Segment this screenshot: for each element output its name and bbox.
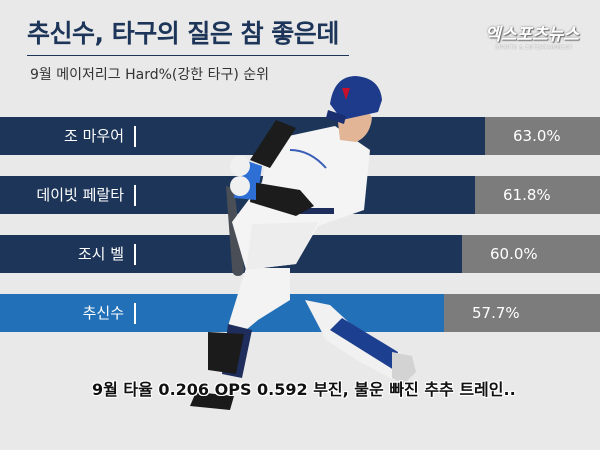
label-separator (134, 244, 136, 265)
bar-row: 추신수 57.7% (0, 294, 600, 332)
headline: 추신수, 타구의 질은 참 좋은데 (27, 19, 339, 48)
bar-row: 조 마우어 63.0% (0, 117, 600, 155)
bar-remainder (475, 176, 600, 214)
category-label: 조 마우어 (64, 127, 124, 145)
chart-title: 9월 메이저리그 Hard%(강한 타구) 순위 (30, 67, 269, 83)
label-separator (134, 185, 136, 206)
label-separator (134, 303, 136, 324)
brand-logo-tagline: SPORTS & ENTERTAINMENT (495, 45, 573, 51)
bar-remainder (444, 294, 600, 332)
label-separator (134, 126, 136, 147)
caption: 9월 타율 0.206 OPS 0.592 부진, 불운 빠진 추추 트레인.. (92, 380, 516, 399)
value-label: 60.0% (490, 245, 538, 263)
bar-remainder (462, 235, 600, 273)
category-label: 추신수 (82, 304, 124, 322)
category-label: 데이빗 페랄타 (36, 186, 124, 204)
headline-underline (27, 55, 349, 56)
brand-logo-name: 엑스포츠뉴스 (485, 25, 579, 45)
brand-logo: 엑스포츠뉴스 SPORTS & ENTERTAINMENT (484, 20, 582, 62)
bar-remainder (485, 117, 600, 155)
value-label: 63.0% (513, 127, 561, 145)
value-label: 61.8% (503, 186, 551, 204)
value-label: 57.7% (472, 304, 520, 322)
category-label: 조시 벨 (77, 245, 124, 263)
bar-row: 데이빗 페랄타 61.8% (0, 176, 600, 214)
bar-row: 조시 벨 60.0% (0, 235, 600, 273)
